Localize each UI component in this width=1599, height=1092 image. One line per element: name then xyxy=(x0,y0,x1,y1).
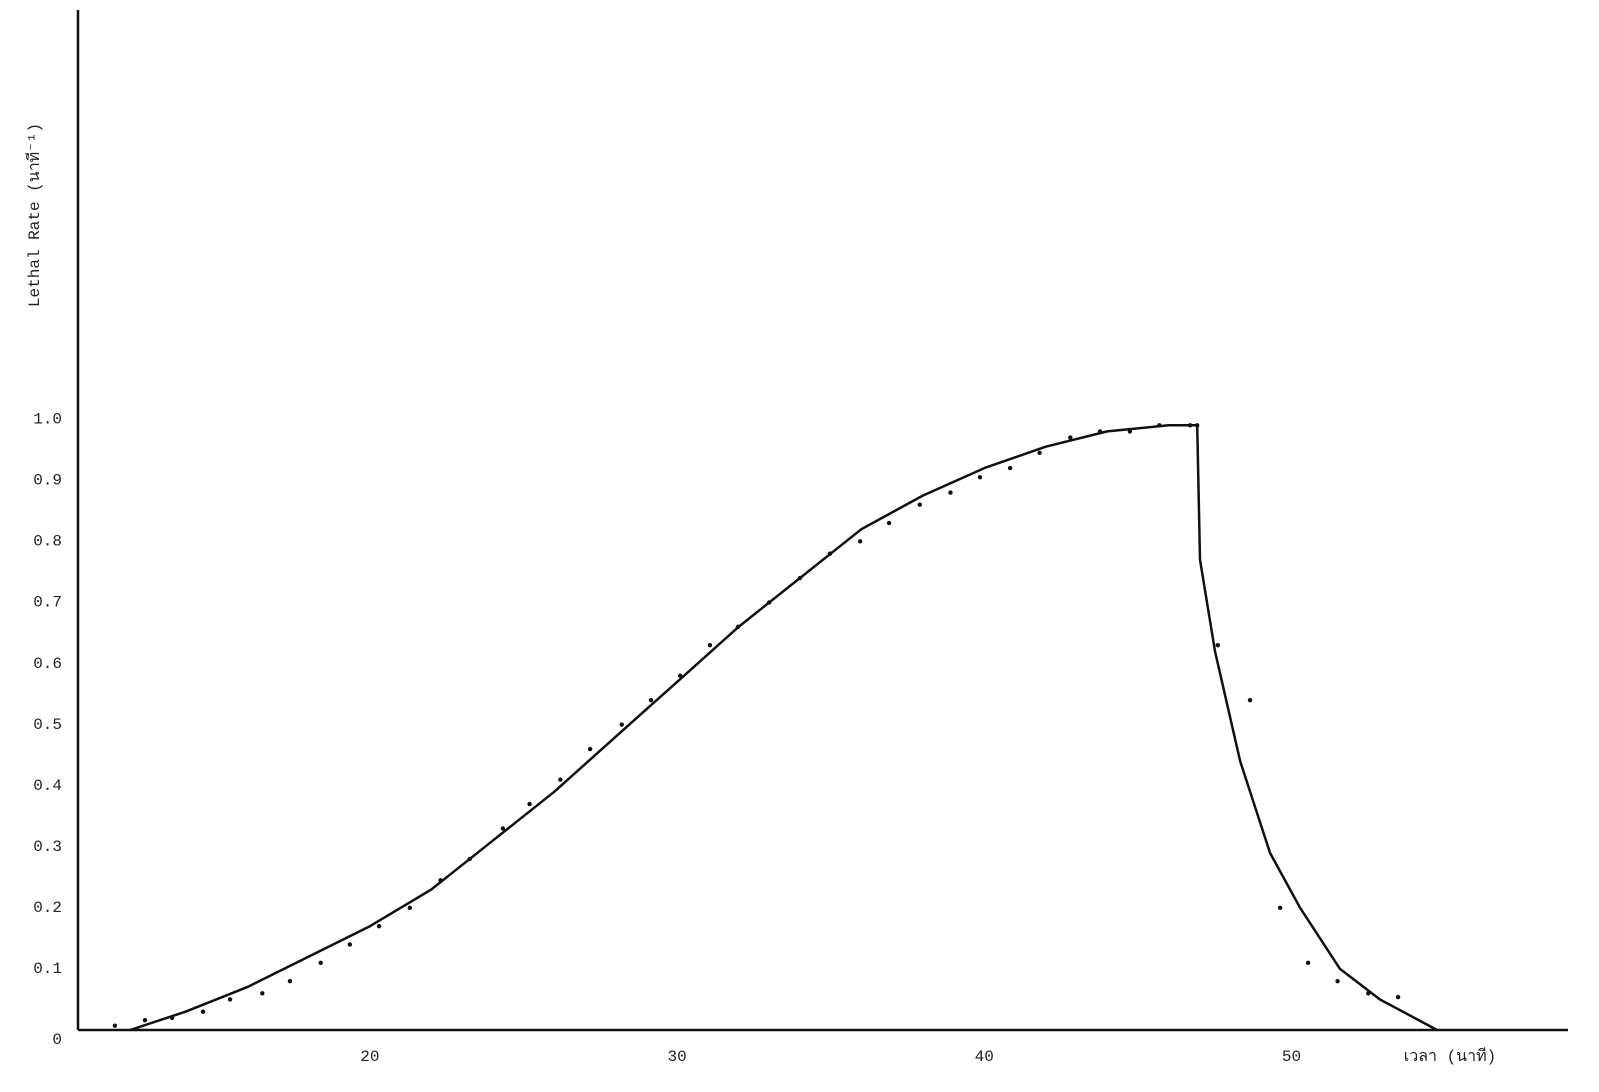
data-point xyxy=(228,997,232,1001)
y-tick-label: 0 xyxy=(52,1031,62,1049)
data-point xyxy=(858,539,862,543)
y-axis-label: Lethal Rate (นาที⁻¹) xyxy=(25,123,44,307)
data-point xyxy=(649,698,653,702)
y-tick-label: 0.6 xyxy=(33,655,62,673)
fitted-line xyxy=(130,425,1437,1030)
data-point xyxy=(708,643,712,647)
y-tick-label: 0.9 xyxy=(33,472,62,490)
data-point xyxy=(288,979,292,983)
y-tick-label: 0.7 xyxy=(33,594,62,612)
data-point xyxy=(588,747,592,751)
data-point xyxy=(948,490,952,494)
data-point xyxy=(978,475,982,479)
data-point xyxy=(1396,995,1400,999)
x-axis-label: เวลา (นาที) xyxy=(1404,1047,1497,1066)
data-point xyxy=(1335,979,1339,983)
y-tick-label: 1.0 xyxy=(33,410,62,428)
data-point xyxy=(918,503,922,507)
x-tick-label: 20 xyxy=(360,1048,379,1066)
data-point xyxy=(113,1024,117,1028)
page: {"chart_data": { "type": "line", "x_labe… xyxy=(0,0,1599,1092)
data-point xyxy=(887,521,891,525)
y-tick-label: 0.5 xyxy=(33,716,62,734)
data-point xyxy=(1008,466,1012,470)
data-point xyxy=(1278,906,1282,910)
x-tick-label: 30 xyxy=(667,1048,686,1066)
data-point xyxy=(348,942,352,946)
data-point xyxy=(377,924,381,928)
data-point xyxy=(620,722,624,726)
data-point xyxy=(1248,698,1252,702)
data-point xyxy=(558,777,562,781)
y-tick-label: 0.8 xyxy=(33,533,62,551)
data-point xyxy=(201,1009,205,1013)
y-tick-label: 0.2 xyxy=(33,899,62,917)
x-tick-label: 40 xyxy=(975,1048,994,1066)
chart: เวลา (นาที) Lethal Rate (นาที⁻¹) 0 0.1 0.2… xyxy=(0,0,1599,1092)
data-point xyxy=(260,991,264,995)
data-point xyxy=(319,961,323,965)
data-point xyxy=(1306,961,1310,965)
x-tick-label: 50 xyxy=(1282,1048,1301,1066)
data-point xyxy=(1037,451,1041,455)
y-tick-label: 0.4 xyxy=(33,777,62,795)
y-tick-label: 0.3 xyxy=(33,838,62,856)
data-point xyxy=(143,1018,147,1022)
data-point xyxy=(527,802,531,806)
data-point xyxy=(1216,643,1220,647)
y-tick-label: 0.1 xyxy=(33,960,62,978)
data-point xyxy=(408,906,412,910)
